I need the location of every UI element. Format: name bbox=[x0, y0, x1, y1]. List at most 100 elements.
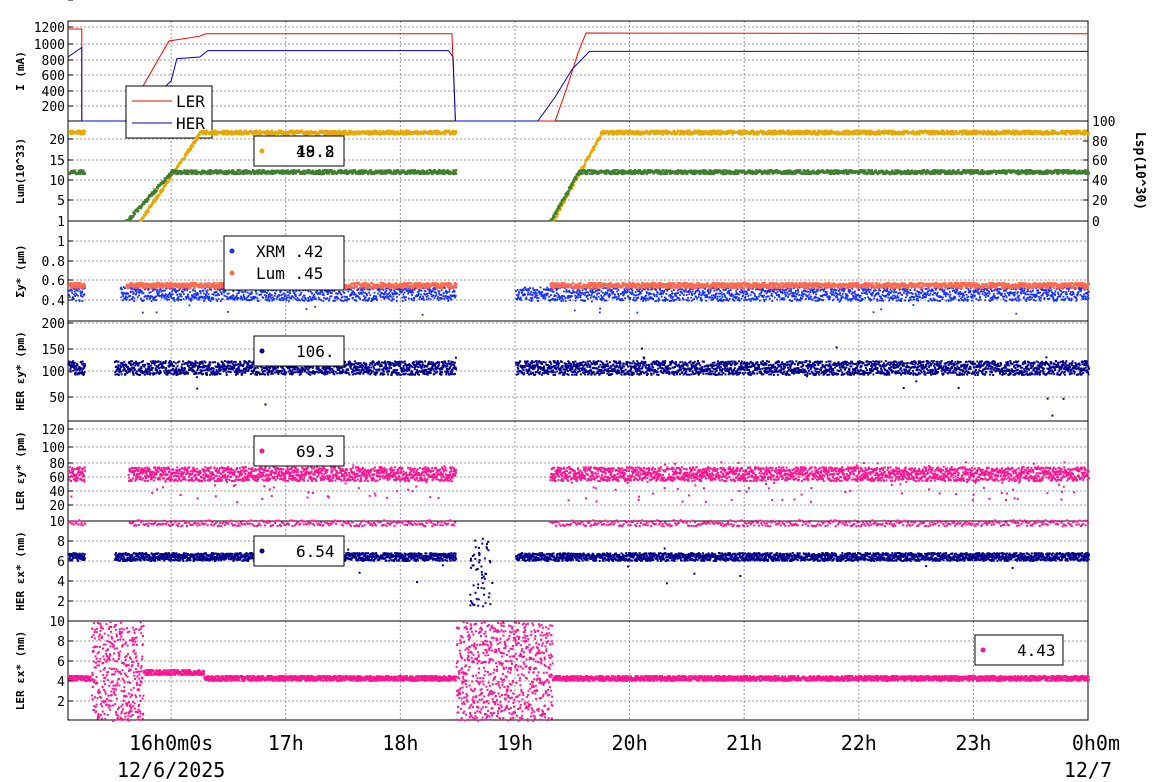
data-point bbox=[908, 170, 911, 173]
data-point bbox=[887, 133, 890, 136]
data-point bbox=[389, 170, 392, 173]
data-point bbox=[556, 207, 559, 210]
data-point bbox=[797, 131, 800, 134]
data-point bbox=[1044, 133, 1047, 136]
data-point bbox=[683, 133, 686, 136]
data-point bbox=[339, 133, 342, 136]
data-point bbox=[360, 171, 363, 174]
data-point bbox=[272, 133, 275, 136]
data-point bbox=[368, 171, 371, 174]
data-point bbox=[367, 132, 370, 135]
data-point bbox=[133, 297, 136, 300]
data-point bbox=[169, 293, 172, 296]
data-point bbox=[634, 133, 637, 136]
x-tick-label: 19h bbox=[497, 731, 533, 755]
data-point bbox=[604, 132, 607, 135]
data-point bbox=[313, 132, 316, 135]
y-axis-label: I (mA) bbox=[14, 51, 27, 91]
data-point bbox=[217, 298, 220, 300]
data-point bbox=[1043, 131, 1046, 135]
data-point bbox=[284, 170, 287, 173]
data-point bbox=[981, 133, 985, 136]
data-point bbox=[187, 147, 190, 151]
data-point bbox=[869, 172, 872, 176]
y-tick-label: 2 bbox=[57, 695, 65, 710]
data-point bbox=[815, 131, 818, 134]
data-point bbox=[209, 300, 212, 302]
data-point bbox=[1050, 132, 1053, 135]
data-point bbox=[81, 129, 84, 132]
data-point bbox=[290, 132, 293, 135]
data-point bbox=[415, 172, 418, 175]
data-point bbox=[191, 145, 194, 148]
data-point bbox=[845, 129, 849, 132]
data-point bbox=[301, 129, 304, 132]
data-point bbox=[695, 129, 698, 132]
data-point bbox=[348, 130, 351, 133]
data-point bbox=[389, 132, 392, 135]
data-point bbox=[1064, 133, 1068, 136]
data-point bbox=[372, 131, 375, 134]
data-point bbox=[385, 172, 388, 175]
data-point bbox=[208, 173, 212, 176]
data-point bbox=[70, 170, 73, 173]
data-point bbox=[325, 169, 328, 172]
data-point bbox=[441, 172, 444, 175]
data-point bbox=[164, 179, 167, 182]
data-point bbox=[74, 169, 77, 172]
data-point bbox=[964, 131, 967, 134]
data-point bbox=[194, 137, 197, 140]
data-point bbox=[120, 296, 123, 299]
data-point bbox=[280, 131, 283, 134]
data-point bbox=[76, 130, 79, 133]
data-point bbox=[214, 130, 217, 134]
data-point bbox=[155, 196, 158, 199]
data-point bbox=[402, 169, 405, 172]
data-point bbox=[1082, 130, 1085, 133]
data-point bbox=[805, 132, 808, 135]
data-point bbox=[571, 183, 574, 186]
data-point bbox=[865, 133, 868, 136]
data-point bbox=[624, 129, 627, 132]
data-point bbox=[156, 290, 158, 293]
data-point bbox=[182, 298, 185, 300]
data-point bbox=[287, 172, 290, 175]
data-point bbox=[450, 130, 453, 133]
data-point bbox=[125, 298, 128, 301]
data-point bbox=[212, 293, 215, 296]
data-point bbox=[451, 133, 454, 136]
data-point bbox=[166, 299, 169, 301]
legend-label: HER bbox=[176, 114, 205, 133]
data-point bbox=[902, 133, 906, 136]
panel-frame bbox=[67, 620, 1089, 721]
data-point bbox=[697, 131, 700, 134]
data-point bbox=[204, 132, 208, 135]
data-point bbox=[740, 133, 743, 136]
data-point bbox=[727, 132, 730, 135]
data-point bbox=[888, 129, 891, 132]
data-point bbox=[597, 139, 600, 142]
data-point bbox=[229, 133, 232, 136]
x-tick-label: 21h bbox=[726, 731, 762, 755]
data-point bbox=[357, 172, 360, 176]
data-point bbox=[277, 132, 280, 135]
data-point bbox=[616, 133, 619, 136]
data-point bbox=[1014, 132, 1017, 135]
data-point bbox=[237, 172, 240, 175]
data-point bbox=[233, 173, 236, 176]
data-point bbox=[274, 172, 277, 175]
data-point bbox=[930, 130, 934, 133]
data-point bbox=[319, 129, 322, 132]
data-point bbox=[259, 133, 263, 136]
data-point bbox=[293, 133, 296, 136]
data-point bbox=[785, 132, 788, 135]
date-start: 12/6/2025 bbox=[117, 758, 225, 782]
data-point bbox=[187, 151, 190, 154]
series-green bbox=[68, 169, 1090, 222]
data-point bbox=[665, 172, 668, 175]
data-point bbox=[75, 299, 77, 302]
data-point bbox=[206, 129, 209, 132]
panel-frame bbox=[67, 220, 1089, 322]
data-point bbox=[707, 133, 710, 136]
data-point bbox=[572, 180, 575, 183]
